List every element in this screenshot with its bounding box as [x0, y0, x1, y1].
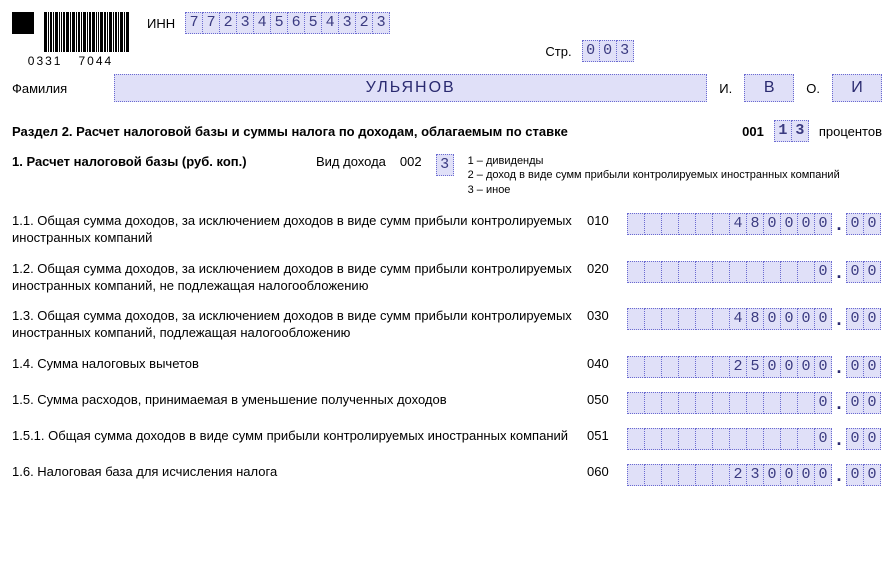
amount-code: 051 — [587, 428, 627, 443]
amount-cells[interactable]: 230000.00 — [627, 464, 881, 486]
income-kind-row: 1. Расчет налоговой базы (руб. коп.) Вид… — [12, 154, 882, 197]
amount-row: 1.4. Сумма налоговых вычетов040250000.00 — [12, 356, 882, 378]
income-kind-code: 002 — [400, 154, 422, 169]
o-label: О. — [806, 81, 820, 96]
amount-row: 1.6. Налоговая база для исчисления налог… — [12, 464, 882, 486]
amount-label: 1.2. Общая сумма доходов, за исключением… — [12, 261, 587, 295]
amount-row: 1.5.1. Общая сумма доходов в виде сумм п… — [12, 428, 882, 450]
calc-title: 1. Расчет налоговой базы (руб. коп.) — [12, 154, 302, 169]
income-kind-legend: 1 – дивиденды 2 – доход в виде сумм приб… — [468, 154, 840, 197]
amount-cells[interactable]: 480000.00 — [627, 308, 881, 330]
surname-field[interactable]: УЛЬЯНОВ — [114, 74, 707, 102]
header-top: 0331 7044 ИНН 772345654323 Стр. 003 — [12, 12, 882, 68]
amount-code: 030 — [587, 308, 627, 323]
decimal-dot: . — [832, 392, 846, 414]
amount-row: 1.3. Общая сумма доходов, за исключением… — [12, 308, 882, 342]
amount-cells[interactable]: 250000.00 — [627, 356, 881, 378]
rate-cells[interactable]: 13 — [774, 120, 809, 142]
decimal-dot: . — [832, 428, 846, 450]
first-initial-field[interactable]: В — [744, 74, 794, 102]
inn-cells[interactable]: 772345654323 — [185, 12, 390, 34]
amount-label: 1.5.1. Общая сумма доходов в виде сумм п… — [12, 428, 587, 445]
amount-code: 020 — [587, 261, 627, 276]
amount-cells[interactable]: 0.00 — [627, 428, 881, 450]
patronymic-initial-field[interactable]: И — [832, 74, 882, 102]
barcode-block: 0331 7044 — [12, 12, 129, 68]
income-kind-cell[interactable]: 3 — [436, 154, 454, 176]
income-kind-label: Вид дохода — [316, 154, 386, 169]
amount-label: 1.5. Сумма расходов, принимаемая в умень… — [12, 392, 587, 409]
surname-label: Фамилия — [12, 81, 102, 96]
amount-cells[interactable]: 0.00 — [627, 261, 881, 283]
decimal-dot: . — [832, 356, 846, 378]
form-marker — [12, 12, 34, 34]
decimal-dot: . — [832, 308, 846, 330]
amount-code: 040 — [587, 356, 627, 371]
amount-cells[interactable]: 480000.00 — [627, 213, 881, 235]
amount-label: 1.4. Сумма налоговых вычетов — [12, 356, 587, 373]
rate-code: 001 — [742, 124, 764, 139]
decimal-dot: . — [832, 464, 846, 486]
page-cells: 003 — [582, 40, 634, 62]
page-label: Стр. — [545, 44, 571, 59]
amount-label: 1.1. Общая сумма доходов, за исключением… — [12, 213, 587, 247]
amount-cells[interactable]: 0.00 — [627, 392, 881, 414]
amount-label: 1.6. Налоговая база для исчисления налог… — [12, 464, 587, 481]
amount-row: 1.5. Сумма расходов, принимаемая в умень… — [12, 392, 882, 414]
decimal-dot: . — [832, 213, 846, 235]
amount-row: 1.2. Общая сумма доходов, за исключением… — [12, 261, 882, 295]
i-label: И. — [719, 81, 732, 96]
amount-label: 1.3. Общая сумма доходов, за исключением… — [12, 308, 587, 342]
amount-code: 010 — [587, 213, 627, 228]
inn-label: ИНН — [147, 16, 175, 31]
rate-suffix: процентов — [819, 124, 882, 139]
amount-code: 060 — [587, 464, 627, 479]
section-title: Раздел 2. Расчет налоговой базы и суммы … — [12, 124, 732, 139]
barcode-number: 0331 7044 — [28, 54, 113, 68]
barcode-icon — [44, 12, 129, 52]
amount-row: 1.1. Общая сумма доходов, за исключением… — [12, 213, 882, 247]
amount-code: 050 — [587, 392, 627, 407]
decimal-dot: . — [832, 261, 846, 283]
